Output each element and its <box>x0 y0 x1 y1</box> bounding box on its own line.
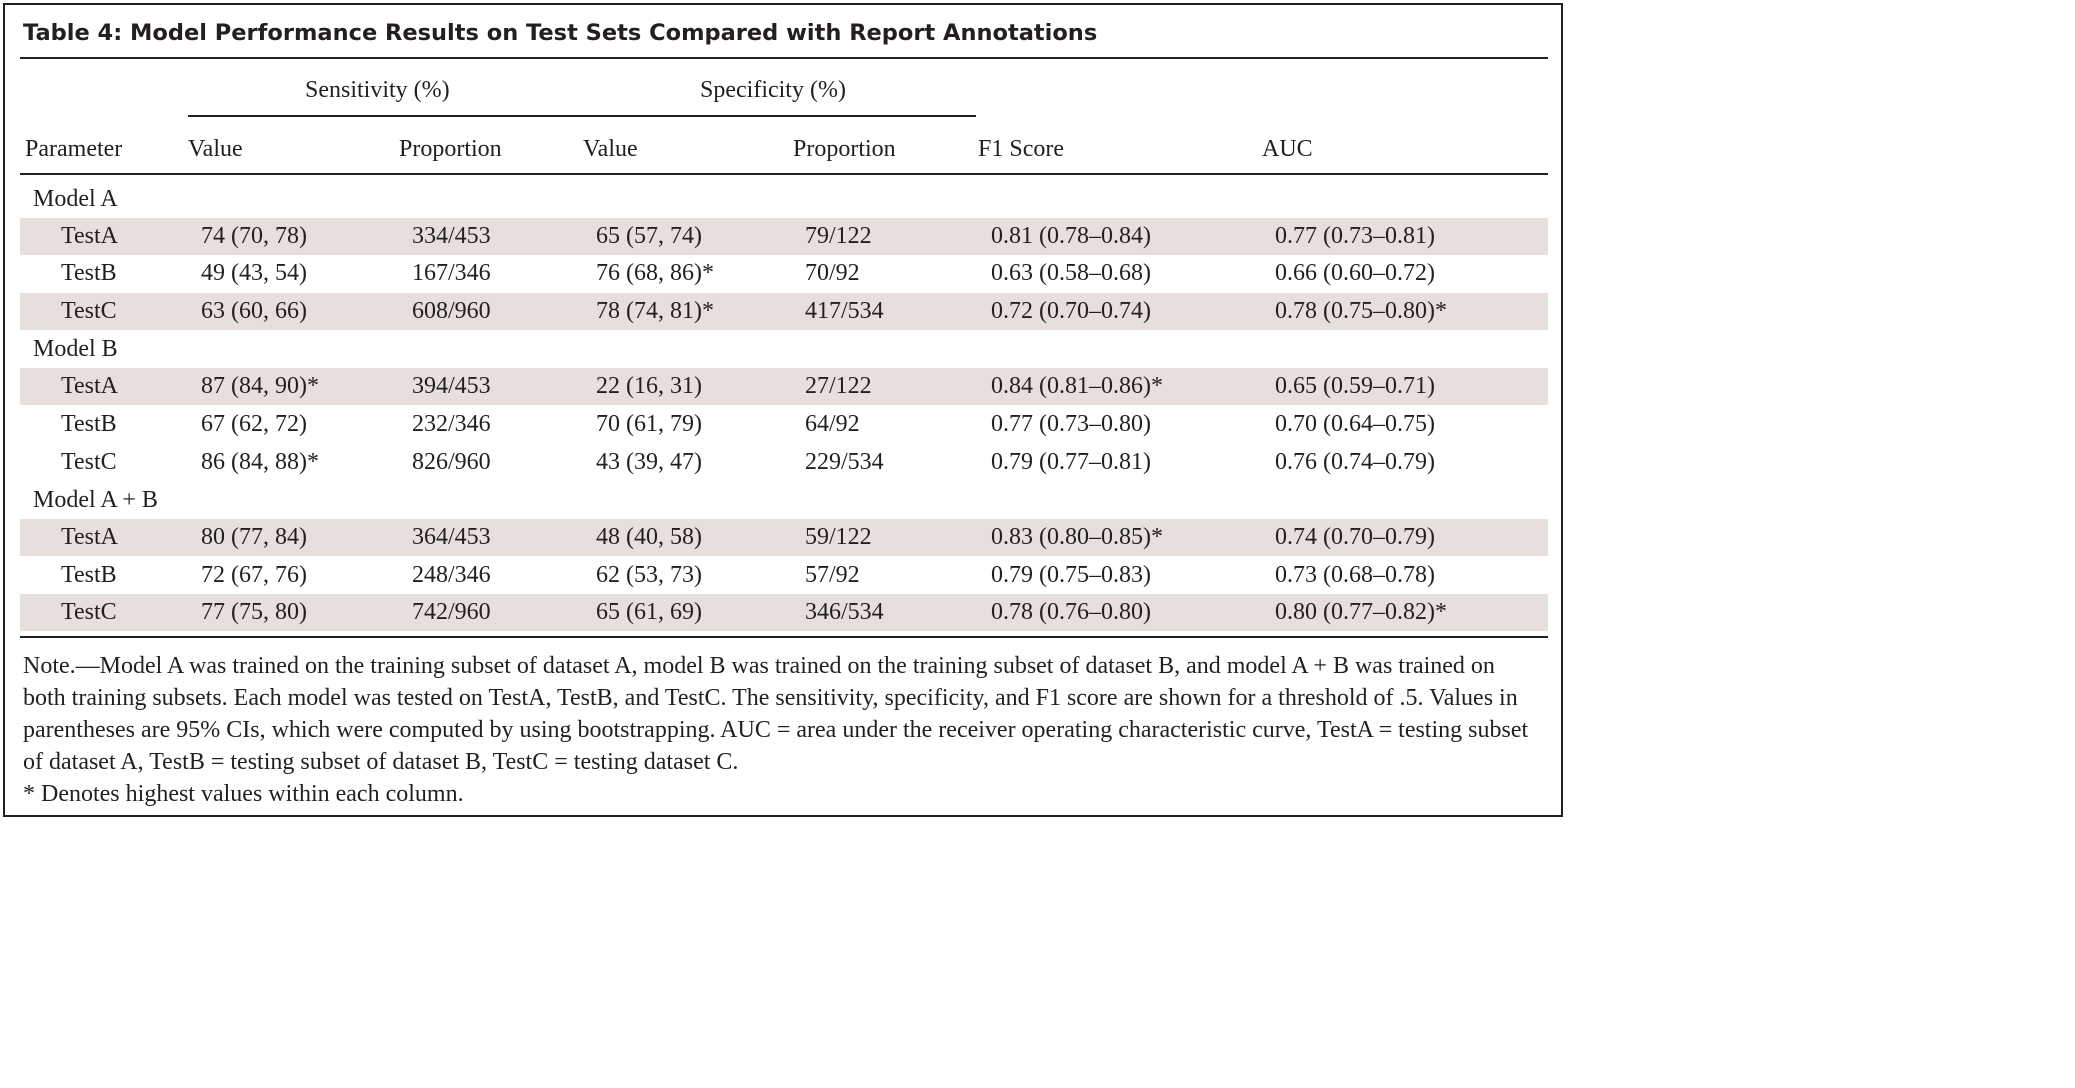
sensitivity-proportion: 826/960 <box>412 449 491 475</box>
specificity-proportion: 27/122 <box>805 373 872 399</box>
f1-score: 0.77 (0.73–0.80) <box>991 411 1151 437</box>
header-parameter: Parameter <box>25 136 123 162</box>
sensitivity-proportion: 167/346 <box>412 260 491 286</box>
specificity-value: 70 (61, 79) <box>596 411 702 437</box>
specificity-proportion: 70/92 <box>805 260 860 286</box>
specificity-proportion: 417/534 <box>805 298 884 324</box>
header-rule <box>20 173 1548 175</box>
specificity-proportion: 229/534 <box>805 449 884 475</box>
sensitivity-proportion: 334/453 <box>412 223 491 249</box>
header-f1-score: F1 Score <box>978 136 1064 162</box>
auc: 0.73 (0.68–0.78) <box>1275 562 1435 588</box>
sensitivity-proportion: 608/960 <box>412 298 491 324</box>
specificity-proportion: 79/122 <box>805 223 872 249</box>
sensitivity-proportion: 742/960 <box>412 599 491 625</box>
sensitivity-value: 67 (62, 72) <box>201 411 307 437</box>
row-shade <box>20 293 1548 330</box>
auc: 0.78 (0.75–0.80)* <box>1275 298 1447 324</box>
specificity-value: 65 (61, 69) <box>596 599 702 625</box>
sensitivity-value: 72 (67, 76) <box>201 562 307 588</box>
row-shade <box>20 218 1548 255</box>
row-shade <box>20 368 1548 405</box>
row-parameter: TestA <box>61 524 118 550</box>
f1-score: 0.81 (0.78–0.84) <box>991 223 1151 249</box>
sensitivity-proportion: 394/453 <box>412 373 491 399</box>
auc: 0.80 (0.77–0.82)* <box>1275 599 1447 625</box>
auc: 0.65 (0.59–0.71) <box>1275 373 1435 399</box>
f1-score: 0.63 (0.58–0.68) <box>991 260 1151 286</box>
sensitivity-value: 77 (75, 80) <box>201 599 307 625</box>
sensitivity-value: 74 (70, 78) <box>201 223 307 249</box>
note-footnote: * Denotes highest values within each col… <box>23 781 464 807</box>
specificity-group-header: Specificity (%) <box>700 77 846 103</box>
header-sensitivity-value: Value <box>188 136 243 162</box>
table-note: Note.—Model A was trained on the trainin… <box>23 650 1533 810</box>
sensitivity-proportion: 232/346 <box>412 411 491 437</box>
sensitivity-proportion: 248/346 <box>412 562 491 588</box>
sensitivity-value: 87 (84, 90)* <box>201 373 319 399</box>
specificity-proportion: 59/122 <box>805 524 872 550</box>
group-label: Model B <box>33 336 118 362</box>
f1-score: 0.78 (0.76–0.80) <box>991 599 1151 625</box>
group-label: Model A <box>33 186 118 212</box>
header-specificity-value: Value <box>583 136 638 162</box>
top-rule <box>20 57 1548 59</box>
f1-score: 0.72 (0.70–0.74) <box>991 298 1151 324</box>
spanner-rule <box>188 115 976 117</box>
table-frame <box>3 3 1563 817</box>
specificity-value: 76 (68, 86)* <box>596 260 714 286</box>
sensitivity-group-header: Sensitivity (%) <box>305 77 450 103</box>
auc: 0.66 (0.60–0.72) <box>1275 260 1435 286</box>
auc: 0.77 (0.73–0.81) <box>1275 223 1435 249</box>
row-parameter: TestA <box>61 373 118 399</box>
row-parameter: TestC <box>61 599 117 625</box>
specificity-value: 62 (53, 73) <box>596 562 702 588</box>
row-parameter: TestC <box>61 298 117 324</box>
specificity-value: 78 (74, 81)* <box>596 298 714 324</box>
auc: 0.74 (0.70–0.79) <box>1275 524 1435 550</box>
auc: 0.76 (0.74–0.79) <box>1275 449 1435 475</box>
row-parameter: TestB <box>61 562 117 588</box>
header-auc: AUC <box>1262 136 1313 162</box>
specificity-value: 22 (16, 31) <box>596 373 702 399</box>
row-parameter: TestC <box>61 449 117 475</box>
sensitivity-value: 49 (43, 54) <box>201 260 307 286</box>
specificity-proportion: 64/92 <box>805 411 860 437</box>
sensitivity-proportion: 364/453 <box>412 524 491 550</box>
specificity-value: 65 (57, 74) <box>596 223 702 249</box>
f1-score: 0.84 (0.81–0.86)* <box>991 373 1163 399</box>
specificity-proportion: 346/534 <box>805 599 884 625</box>
row-shade <box>20 519 1548 556</box>
sensitivity-value: 80 (77, 84) <box>201 524 307 550</box>
specificity-proportion: 57/92 <box>805 562 860 588</box>
f1-score: 0.83 (0.80–0.85)* <box>991 524 1163 550</box>
f1-score: 0.79 (0.75–0.83) <box>991 562 1151 588</box>
note-body: Note.—Model A was trained on the trainin… <box>23 653 1529 775</box>
group-label: Model A + B <box>33 487 158 513</box>
header-sensitivity-proportion: Proportion <box>399 136 502 162</box>
bottom-rule <box>20 636 1548 638</box>
sensitivity-value: 63 (60, 66) <box>201 298 307 324</box>
f1-score: 0.79 (0.77–0.81) <box>991 449 1151 475</box>
row-shade <box>20 594 1548 631</box>
sensitivity-value: 86 (84, 88)* <box>201 449 319 475</box>
auc: 0.70 (0.64–0.75) <box>1275 411 1435 437</box>
specificity-value: 48 (40, 58) <box>596 524 702 550</box>
row-parameter: TestB <box>61 411 117 437</box>
table-title: Table 4: Model Performance Results on Te… <box>23 20 1098 46</box>
row-parameter: TestA <box>61 223 118 249</box>
specificity-value: 43 (39, 47) <box>596 449 702 475</box>
header-specificity-proportion: Proportion <box>793 136 896 162</box>
row-parameter: TestB <box>61 260 117 286</box>
